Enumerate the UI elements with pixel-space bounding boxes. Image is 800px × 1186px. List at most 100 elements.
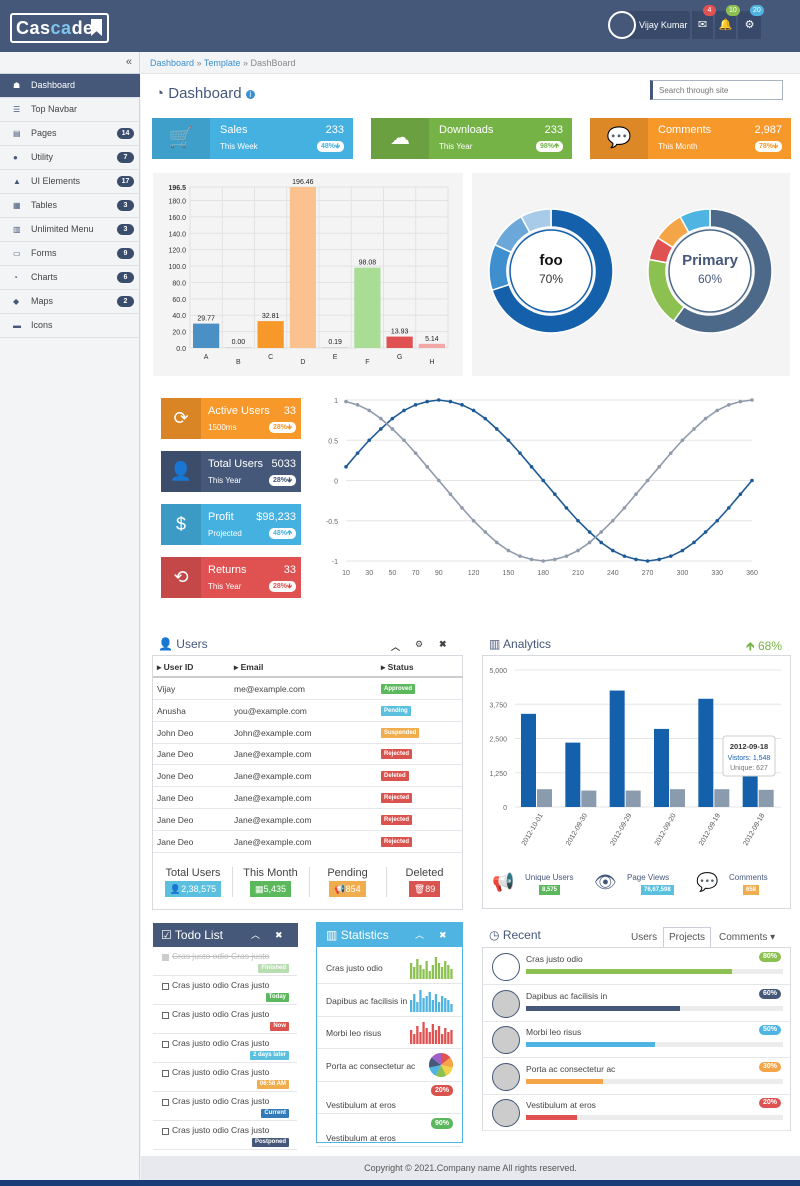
- data-point[interactable]: [483, 416, 487, 421]
- table-row[interactable]: Jane Deo Jane@example.com Rejected: [153, 831, 463, 853]
- todo-checkbox[interactable]: [162, 1099, 169, 1106]
- mini-stat-total-users[interactable]: 👤 Total Users 5033 This Year 28%🡻: [161, 451, 301, 492]
- data-point[interactable]: [553, 557, 557, 562]
- statistics-row[interactable]: Porta ac consectetur ac: [317, 1050, 462, 1082]
- table-row[interactable]: John Deo John@example.com Suspended: [153, 722, 463, 744]
- data-point[interactable]: [727, 506, 731, 510]
- todo-close-button[interactable]: ✖: [275, 930, 283, 940]
- data-point[interactable]: [622, 554, 627, 558]
- bar[interactable]: [354, 267, 381, 348]
- settings-button[interactable]: ⚙: [738, 11, 761, 39]
- bar[interactable]: [625, 790, 641, 807]
- data-point[interactable]: [437, 398, 441, 402]
- col-user-id[interactable]: ▸ User ID: [157, 662, 194, 672]
- data-point[interactable]: [703, 530, 708, 534]
- search-input[interactable]: [650, 80, 783, 100]
- statistics-row[interactable]: Morbi leo risus: [317, 1017, 462, 1049]
- bar[interactable]: [698, 698, 714, 807]
- mini-stat-returns[interactable]: ⟲ Returns 33 This Year 28%🡻: [161, 557, 301, 598]
- todo-checkbox[interactable]: [162, 983, 169, 990]
- stat-card-sales[interactable]: 🛒 Sales 233 This Week 48%🡻: [152, 118, 353, 159]
- todo-item[interactable]: Cras justo odio Cras justo Now: [153, 1005, 297, 1034]
- table-row[interactable]: Jane Deo Jane@example.com Rejected: [153, 787, 463, 809]
- data-point[interactable]: [564, 554, 569, 558]
- todo-collapse-button[interactable]: ︿: [251, 930, 261, 940]
- notifications-button[interactable]: 🔔: [715, 11, 736, 39]
- sidebar-item-charts[interactable]: ◔ Charts 6: [0, 266, 140, 290]
- statistics-row[interactable]: Dapibus ac facilisis in: [317, 985, 462, 1017]
- data-point[interactable]: [541, 559, 545, 563]
- data-point[interactable]: [611, 548, 615, 553]
- data-point[interactable]: [518, 554, 522, 558]
- todo-checkbox[interactable]: [162, 1012, 169, 1019]
- data-point[interactable]: [367, 408, 371, 413]
- sidebar-collapse-button[interactable]: «: [0, 52, 140, 74]
- recent-item[interactable]: Vestibulum at eros 20%: [482, 1095, 790, 1131]
- bar[interactable]: [609, 690, 625, 807]
- data-point[interactable]: [715, 518, 719, 523]
- data-point[interactable]: [738, 492, 743, 496]
- data-point[interactable]: [669, 451, 673, 455]
- bar[interactable]: [193, 323, 220, 348]
- data-point[interactable]: [413, 403, 418, 407]
- todo-checkbox[interactable]: [162, 1070, 169, 1077]
- bar[interactable]: [758, 789, 774, 807]
- data-point[interactable]: [599, 540, 603, 545]
- data-point[interactable]: [390, 427, 395, 431]
- data-point[interactable]: [367, 438, 371, 443]
- data-point[interactable]: [587, 540, 592, 545]
- data-point[interactable]: [529, 465, 534, 469]
- data-point[interactable]: [506, 438, 511, 443]
- data-point[interactable]: [657, 557, 661, 562]
- data-point[interactable]: [413, 451, 418, 455]
- bar[interactable]: [581, 790, 597, 807]
- user-menu[interactable]: Vijay Kumar: [608, 11, 690, 39]
- data-point[interactable]: [727, 403, 731, 407]
- bar[interactable]: [322, 347, 349, 348]
- bar[interactable]: [565, 742, 581, 807]
- tab-users[interactable]: Users: [631, 932, 658, 943]
- data-point[interactable]: [506, 548, 511, 553]
- users-close-button[interactable]: ✖: [439, 639, 447, 650]
- data-point[interactable]: [576, 548, 580, 553]
- data-point[interactable]: [448, 492, 453, 496]
- mail-button[interactable]: ✉: [692, 11, 713, 39]
- statistics-row[interactable]: Vestibulum at eros 20%: [317, 1082, 462, 1114]
- breadcrumb-dashboard-link[interactable]: Dashboard: [150, 58, 195, 68]
- data-point[interactable]: [471, 518, 476, 523]
- col-email[interactable]: ▸ Email: [234, 662, 264, 672]
- sidebar-item-maps[interactable]: ◆ Maps 2: [0, 290, 140, 314]
- bar[interactable]: [225, 347, 252, 348]
- data-point[interactable]: [460, 506, 464, 510]
- statistics-collapse-button[interactable]: ︿: [415, 930, 425, 940]
- bar[interactable]: [670, 789, 685, 807]
- data-point[interactable]: [611, 518, 615, 523]
- bar[interactable]: [257, 321, 284, 348]
- donut-slice[interactable]: [679, 208, 711, 234]
- data-point[interactable]: [645, 478, 650, 483]
- data-point[interactable]: [355, 403, 360, 407]
- data-point[interactable]: [344, 465, 348, 469]
- mini-stat-profit[interactable]: $ Profit $98,233 Projected 48%🡹: [161, 504, 301, 545]
- data-point[interactable]: [587, 530, 592, 534]
- recent-item[interactable]: Cras justo odio 80%: [482, 949, 790, 985]
- data-point[interactable]: [750, 398, 754, 402]
- data-point[interactable]: [680, 548, 685, 553]
- breadcrumb-template-link[interactable]: Template: [203, 58, 241, 68]
- todo-checkbox[interactable]: [162, 1041, 169, 1048]
- recent-item[interactable]: Dapibus ac facilisis in 60%: [482, 986, 790, 1022]
- data-point[interactable]: [657, 465, 661, 469]
- data-point[interactable]: [344, 399, 348, 404]
- statistics-row[interactable]: Vestibulum at eros 90%: [317, 1115, 462, 1147]
- todo-checkbox[interactable]: [162, 1128, 169, 1135]
- data-point[interactable]: [576, 518, 580, 523]
- data-point[interactable]: [541, 478, 545, 483]
- data-point[interactable]: [738, 399, 743, 404]
- statistics-row[interactable]: Cras justo odio: [317, 952, 462, 984]
- data-point[interactable]: [599, 530, 603, 534]
- sidebar-item-forms[interactable]: ▭ Forms 9: [0, 242, 140, 266]
- sidebar-item-icons[interactable]: ▬ Icons: [0, 314, 140, 338]
- col-status[interactable]: ▸ Status: [381, 662, 414, 672]
- tab-projects[interactable]: Projects: [663, 927, 711, 948]
- data-point[interactable]: [460, 403, 464, 407]
